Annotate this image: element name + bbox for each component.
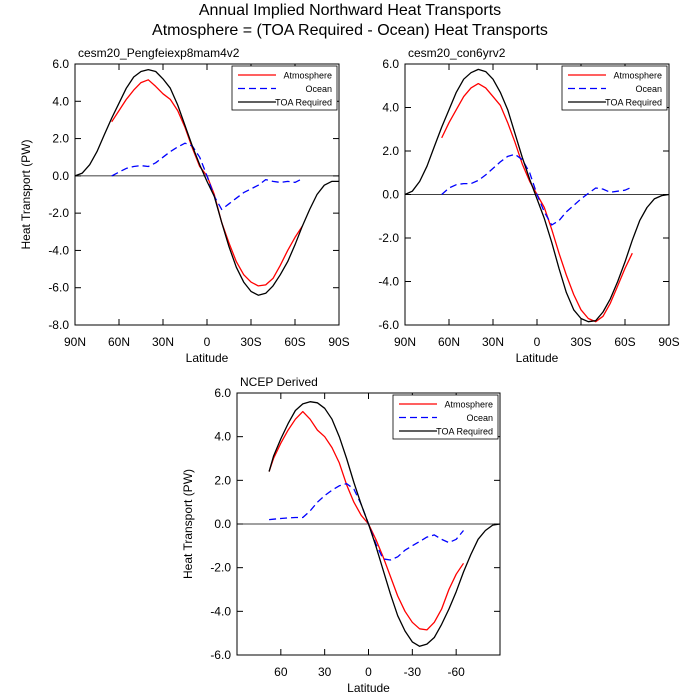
chart2-xtick-label: 90S (658, 335, 679, 349)
chart3-ytick-label: -4.0 (210, 604, 231, 618)
chart2-xtick-label: 60N (438, 335, 460, 349)
chart1-xlabel: Latitude (186, 351, 229, 365)
chart3-xtick-label: -60 (447, 665, 465, 679)
chart3-xtick-label: 60 (274, 665, 288, 679)
chart1-ytick-label: -6.0 (48, 281, 69, 295)
chart1-ytick-label: 6.0 (52, 57, 69, 71)
chart1-xtick-label: 30N (152, 335, 174, 349)
chart1-legend-label: Atmosphere (283, 71, 332, 81)
chart3-ytick-label: 2.0 (214, 473, 231, 487)
chart3-title: NCEP Derived (240, 375, 318, 389)
chart1-ytick-label: -8.0 (48, 318, 69, 332)
chart1-xtick-label: 0 (204, 335, 211, 349)
chart3-ytick-label: -6.0 (210, 648, 231, 662)
chart1-ytick-label: 2.0 (52, 132, 69, 146)
chart1-legend-label: Ocean (305, 84, 332, 94)
chart2-ytick-label: -4.0 (378, 275, 399, 289)
chart3-ylabel: Heat Transport (PW) (181, 469, 195, 579)
chart1-xtick-label: 60N (108, 335, 130, 349)
chart2-legend-label: Ocean (635, 84, 662, 94)
figure-title: Annual Implied Northward Heat Transports (198, 2, 502, 19)
chart2-ytick-label: 6.0 (382, 57, 399, 71)
chart1-xtick-label: 90N (64, 335, 86, 349)
chart3-xtick-label: 0 (365, 665, 372, 679)
chart2-ytick-label: 2.0 (382, 144, 399, 158)
chart1-ylabel: Heat Transport (PW) (19, 139, 33, 249)
chart3-xlabel: Latitude (347, 681, 390, 695)
chart3-ytick-label: -2.0 (210, 561, 231, 575)
chart2-series-toa-required (404, 68, 670, 323)
chart1-legend-label: TOA Required (275, 98, 332, 108)
chart3-ytick-label: 4.0 (214, 430, 231, 444)
chart3-legend-label: Atmosphere (444, 400, 493, 410)
chart2-xlabel: Latitude (516, 351, 559, 365)
chart1-xtick-label: 30S (240, 335, 261, 349)
chart2-xtick-label: 90N (394, 335, 416, 349)
chart2-ytick-label: 0.0 (382, 188, 399, 202)
chart2-ytick-label: -2.0 (378, 231, 399, 245)
chart2-series-atmosphere (441, 82, 633, 323)
chart2-legend-label: TOA Required (605, 98, 662, 108)
chart2-xtick-label: 30N (482, 335, 504, 349)
chart2-title: cesm20_con6yrv2 (408, 46, 506, 60)
chart3-series-toa-required (268, 401, 501, 647)
chart1-title: cesm20_Pengfeiexp8mam4v2 (78, 46, 240, 60)
chart1-ytick-label: 0.0 (52, 169, 69, 183)
chart1-ytick-label: 4.0 (52, 94, 69, 108)
chart2-xtick-label: 60S (614, 335, 635, 349)
chart1-ytick-label: -2.0 (48, 206, 69, 220)
chart3-legend-label: TOA Required (436, 427, 493, 437)
chart2-xtick-label: 30S (570, 335, 591, 349)
chart2-xtick-label: 0 (534, 335, 541, 349)
chart1-xtick-label: 90S (328, 335, 349, 349)
chart3-legend-label: Ocean (466, 413, 493, 423)
chart3-ytick-label: 0.0 (214, 517, 231, 531)
chart3-ytick-label: 6.0 (214, 386, 231, 400)
chart3-xtick-label: -30 (404, 665, 422, 679)
chart2-series-ocean (441, 153, 633, 226)
figure-subtitle: Atmosphere = (TOA Required - Ocean) Heat… (152, 22, 548, 39)
chart2-legend-label: Atmosphere (613, 71, 662, 81)
chart3-series-atmosphere (268, 410, 465, 631)
chart3-xtick-label: 30 (318, 665, 332, 679)
chart1-series-toa-required (74, 68, 339, 296)
chart1-series-ocean (111, 142, 303, 211)
chart2-ytick-label: -6.0 (378, 318, 399, 332)
chart1-ytick-label: -4.0 (48, 243, 69, 257)
chart2-ytick-label: 4.0 (382, 101, 399, 115)
chart1-xtick-label: 60S (284, 335, 305, 349)
